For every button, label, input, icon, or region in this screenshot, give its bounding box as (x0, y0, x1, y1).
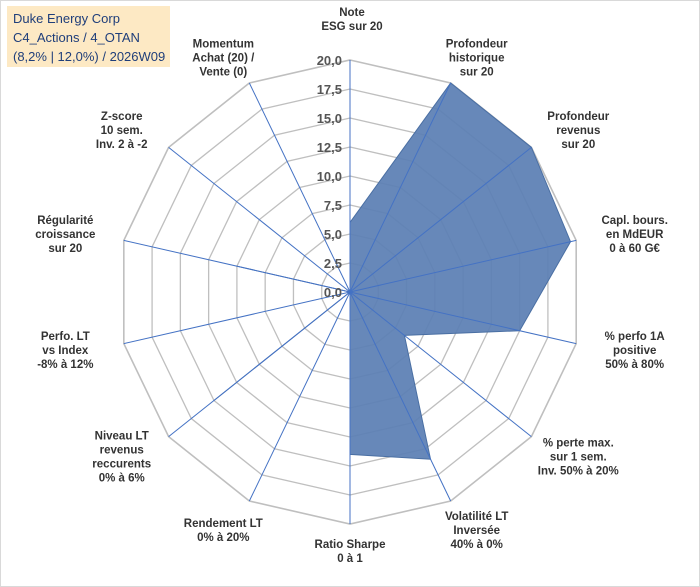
axis-label: 0% à 20% (197, 532, 249, 544)
axis-label: % perfo 1A (605, 331, 665, 343)
axis-label: Profondeur (446, 39, 508, 51)
axis-label: Ratio Sharpe (315, 539, 386, 551)
axis-spoke (168, 291, 351, 438)
axis-label: Note (339, 7, 365, 19)
axis-label: revenus (100, 445, 144, 457)
axis-label: croissance (35, 229, 95, 241)
axis-label: Rendement LT (184, 518, 263, 530)
axis-label: Perfo. LT (41, 331, 90, 343)
axis-label: sur 20 (561, 139, 595, 151)
axis-label: vs Index (42, 345, 89, 357)
axis-label: Volatilité LT (445, 511, 508, 523)
tick-label: 10,0 (317, 169, 342, 184)
axis-spoke (248, 291, 351, 502)
axis-label: sur 20 (48, 243, 82, 255)
axis-label: reccurents (92, 459, 151, 471)
axis-label: ESG sur 20 (321, 21, 382, 33)
tick-label: 12,5 (317, 140, 342, 155)
axis-label: en MdEUR (606, 229, 664, 241)
title-category: C4_Actions / 4_OTAN (13, 30, 140, 45)
tick-label: 2,5 (324, 256, 342, 271)
axis-spoke (349, 291, 532, 438)
axis-spoke (168, 146, 351, 293)
axis-spoke (123, 291, 351, 345)
axis-label: 0 à 1 (337, 553, 363, 565)
axis-label: Niveau LT (95, 431, 149, 443)
axis-spoke (123, 239, 351, 293)
axis-label: Inversée (453, 525, 500, 537)
axis-label: Profondeur (547, 111, 609, 123)
axis-label: % perte max. (543, 438, 614, 450)
axis-label: sur 1 sem. (550, 452, 607, 464)
title-stats: (8,2% | 12,0%) / 2026W09 (13, 49, 166, 64)
axis-label: 50% à 80% (605, 359, 664, 371)
tick-label: 5,0 (324, 227, 342, 242)
axis-label: Z-score (101, 111, 143, 123)
tick-label: 17,5 (317, 82, 342, 97)
axis-label: 40% à 0% (450, 539, 502, 551)
axis-label: sur 20 (460, 67, 494, 79)
axis-spoke (248, 82, 351, 293)
axis-label: 0 à 60 G€ (609, 243, 660, 255)
axis-label: Inv. 2 à -2 (96, 139, 148, 151)
axis-spoke (349, 291, 577, 345)
axis-spoke (349, 291, 452, 502)
title-company: Duke Energy Corp (13, 11, 120, 26)
axis-label: Inv. 50% à 20% (538, 466, 619, 478)
axis-label: Régularité (37, 215, 93, 227)
tick-label: 20,0 (317, 53, 342, 68)
axis-label: Capl. bours. (601, 215, 667, 227)
axis-label: historique (449, 53, 505, 65)
axis-label: Achat (20) / (192, 53, 255, 65)
axis-label: Vente (0) (199, 67, 247, 79)
title-box: Duke Energy Corp C4_Actions / 4_OTAN (8,… (7, 6, 170, 67)
axis-spoke (349, 239, 577, 293)
axis-label: Momentum (193, 39, 254, 51)
axis-label: 10 sem. (101, 125, 143, 137)
tick-label: 15,0 (317, 111, 342, 126)
axis-spoke (349, 82, 452, 293)
axis-label: positive (613, 345, 656, 357)
series-area (213, 82, 572, 460)
axis-spoke (349, 146, 532, 293)
tick-label: 0,0 (324, 285, 342, 300)
axis-label: 0% à 6% (99, 473, 145, 485)
axis-label: revenus (556, 125, 600, 137)
axis-label: -8% à 12% (37, 359, 93, 371)
tick-label: 7,5 (324, 198, 342, 213)
